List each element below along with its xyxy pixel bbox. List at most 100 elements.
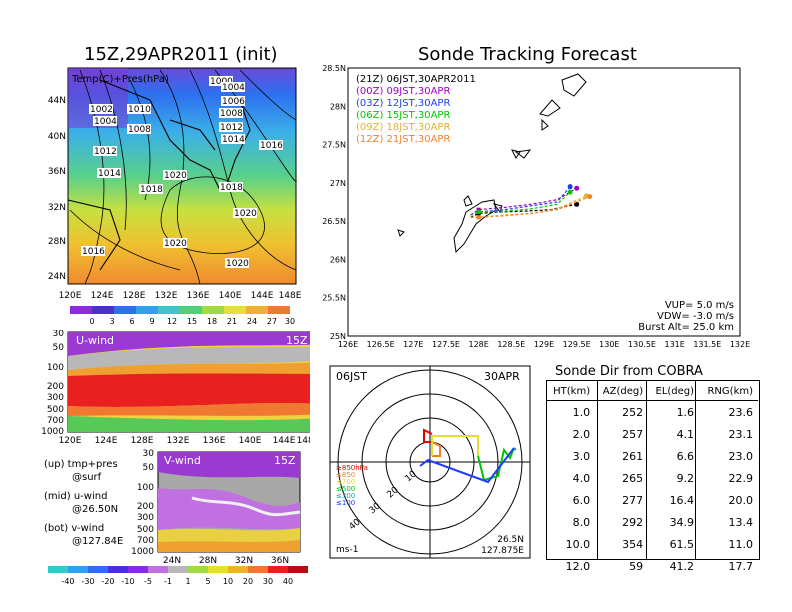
- p-tick: 30: [53, 330, 65, 339]
- table-cell: 257: [622, 427, 644, 441]
- table-cell: 9.2: [676, 471, 695, 485]
- vwind-p-ticks: 30 50 100 200 300 500 700 1000: [131, 449, 154, 557]
- table-cell: 261: [622, 449, 644, 463]
- map-lon-ticks: 120E 124E 128E 132E 136E 140E 144E 148E: [59, 291, 302, 301]
- polar-rings: [330, 366, 530, 558]
- lon-tick: 120E: [59, 436, 82, 446]
- table-title: Sonde Dir from COBRA: [555, 364, 703, 379]
- colorbar-label: 5: [205, 577, 210, 586]
- isobar-label: 1010: [128, 105, 151, 115]
- vwind-time: 15Z: [274, 454, 296, 467]
- isobar-label: 1004: [222, 83, 245, 93]
- colorbar-label: -20: [101, 577, 114, 586]
- colorbar-label: 27: [267, 317, 277, 326]
- p-tick: 700: [47, 416, 64, 426]
- table-cell: 23.1: [728, 427, 754, 441]
- table-cell: 1.0: [572, 405, 591, 419]
- layer-item: ≥850hPa: [336, 464, 368, 472]
- lat-tick: 28N: [199, 556, 217, 566]
- lon-tick: 129.5E: [563, 340, 591, 349]
- colorbar-label: 30: [263, 577, 273, 586]
- uwind-time: 15Z: [286, 334, 308, 347]
- note-line: (bot) v-wind: [44, 523, 105, 534]
- polar-loc-lon: 127.875E: [481, 546, 524, 556]
- uwind-band: [68, 416, 310, 432]
- table-row: 6.0 277 16.4 20.0: [547, 489, 759, 511]
- table-cell: 41.2: [669, 559, 695, 573]
- uwind-band: [68, 332, 310, 356]
- polar-loc-lat: 26.5N: [497, 535, 524, 545]
- polar-unit: ms-1: [336, 545, 358, 555]
- lon-tick: 136E: [203, 436, 226, 446]
- lon-tick: 144E: [251, 291, 274, 301]
- lon-tick: 132E: [155, 291, 178, 301]
- layer-item: ≤100: [336, 499, 355, 507]
- launch-legend-item: (03Z) 12JST,30APR: [356, 98, 450, 109]
- table-header: AZ(deg): [602, 385, 644, 397]
- p-tick: 300: [137, 513, 154, 523]
- colorbar-label: -1: [164, 577, 172, 586]
- colorbar-label: 12: [167, 317, 177, 326]
- colorbar-label: 1: [185, 577, 190, 586]
- vwind-colorbar-swatches: [48, 566, 308, 573]
- table-row: 3.0 261 6.6 23.0: [547, 445, 759, 467]
- hodograph-trace: [419, 428, 517, 484]
- table-cell: 61.5: [669, 537, 695, 551]
- lon-tick: 120E: [59, 291, 82, 301]
- table-header: EL(deg): [655, 385, 695, 397]
- lat-tick: 27N: [330, 179, 346, 188]
- lat-tick: 26.5N: [322, 217, 346, 226]
- vwind-band: [158, 452, 300, 478]
- landing-point: [476, 207, 481, 212]
- p-tick: 30: [143, 449, 155, 459]
- table-cell: 8.0: [572, 515, 591, 529]
- table-divider: [546, 400, 758, 401]
- table-header: HT(km): [553, 385, 591, 397]
- isobar-label: 1018: [220, 183, 243, 193]
- temperature-colorbar-labels: 0 3 6 9 12 15 18 21 24 27 30: [89, 317, 295, 326]
- p-tick: 50: [143, 463, 155, 473]
- p-tick: 1000: [41, 427, 64, 437]
- uwind-band: [68, 403, 310, 416]
- temperature-colorbar: [70, 306, 290, 314]
- launch-legend-item: (06Z) 15JST,30APR: [356, 110, 450, 121]
- lon-tick: 131.5E: [693, 340, 721, 349]
- colorbar-label: 0: [89, 317, 94, 326]
- polar-panel: 06JST 30APR 10 20 30 40 ≥850hPa ≤850 ≤70…: [329, 365, 531, 559]
- table-cell: 12.0: [565, 559, 591, 573]
- isobar-label: 1012: [220, 123, 243, 133]
- isobar-label: 1008: [128, 125, 151, 135]
- surface-map-panel: Temp(C)+Pres(hPa) 1000 1002 1004 1010 10…: [48, 67, 302, 326]
- vwind-band: [158, 540, 300, 552]
- isobar-label: 1006: [222, 97, 245, 107]
- p-tick: 700: [137, 536, 154, 546]
- lat-tick: 28N: [330, 102, 346, 111]
- isobar-label: 1014: [98, 169, 121, 179]
- lat-tick: 25.5N: [322, 294, 346, 303]
- table-cell: 277: [622, 493, 644, 507]
- isobar-label: 1020: [164, 171, 187, 181]
- lat-tick: 24N: [163, 556, 181, 566]
- lon-tick: 140E: [239, 436, 262, 446]
- p-tick: 100: [47, 363, 64, 373]
- vwind-colorbar-labels: -40 -30 -20 -10 -5 -1 1 5 10 20 30 40: [61, 577, 293, 586]
- table-row: 4.0 265 9.2 22.9: [547, 467, 759, 489]
- lat-tick: 32N: [235, 556, 253, 566]
- lat-tick: 24N: [48, 272, 66, 282]
- table-cell: 34.9: [669, 515, 695, 529]
- table-cell: 3.0: [572, 449, 591, 463]
- table-cell: 10.0: [565, 537, 591, 551]
- lat-tick: 25N: [330, 332, 346, 341]
- table-cell: 17.7: [728, 559, 754, 573]
- p-tick: 50: [53, 343, 65, 353]
- colorbar-label: 24: [247, 317, 257, 326]
- table-header-row: HT(km) AZ(deg) EL(deg) RNG(km): [547, 381, 759, 401]
- map-lat-ticks: 44N 40N 36N 32N 28N 24N: [48, 96, 66, 282]
- note-line: @26.50N: [72, 504, 119, 515]
- table-cell: 13.4: [728, 515, 754, 529]
- table-cell: 252: [622, 405, 644, 419]
- landing-point: [476, 215, 481, 220]
- colorbar-label: 9: [149, 317, 154, 326]
- track-coastlines: [397, 73, 587, 254]
- layer-item: ≤850: [336, 471, 355, 479]
